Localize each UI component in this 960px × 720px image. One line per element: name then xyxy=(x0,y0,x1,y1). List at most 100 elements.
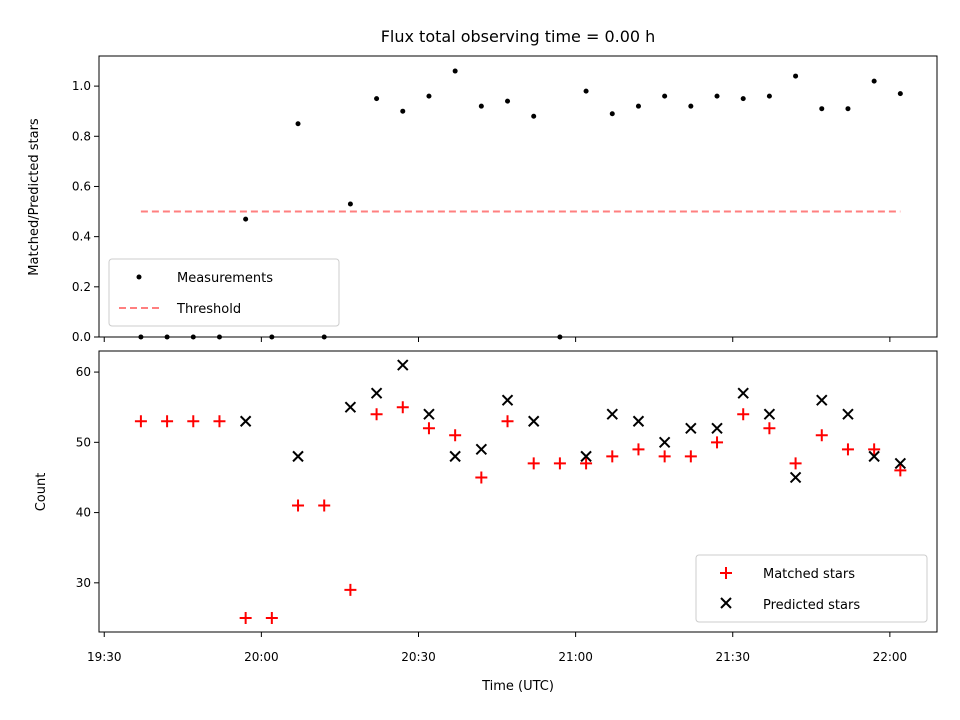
measurement-point xyxy=(897,91,903,97)
matched-star-point xyxy=(187,415,200,428)
top-y-axis-label: Matched/Predicted stars xyxy=(27,118,42,276)
chart-title: Flux total observing time = 0.00 h xyxy=(381,27,656,46)
bottom-y-ticks: 30 40 50 60 xyxy=(76,365,99,590)
predicted-star-point xyxy=(528,415,540,427)
measurement-point xyxy=(793,73,799,79)
measurement-point xyxy=(426,93,432,99)
bottom-y-tick-label: 30 xyxy=(76,576,91,590)
matched-star-point xyxy=(606,450,619,463)
top-y-ticks: 0.0 0.2 0.4 0.6 0.8 1.0 xyxy=(72,79,99,344)
x-axis-label: Time (UTC) xyxy=(481,679,554,694)
predicted-star-point xyxy=(292,450,304,463)
predicted-star-point xyxy=(711,422,723,434)
predicted-star-point xyxy=(606,408,618,420)
predicted-star-point xyxy=(475,443,488,456)
predicted-star-point xyxy=(580,450,592,463)
matched-star-point xyxy=(475,471,488,484)
matched-star-point xyxy=(292,499,305,512)
predicted-star-point xyxy=(842,408,854,420)
measurement-point xyxy=(505,98,511,104)
predicted-star-point xyxy=(632,415,645,427)
matched-star-point xyxy=(789,457,802,470)
top-legend: Measurements Threshold xyxy=(108,258,340,327)
matched-star-point xyxy=(841,443,854,456)
matched-star-point xyxy=(658,450,671,463)
matched-star-point xyxy=(344,583,357,596)
matched-star-point xyxy=(134,415,147,428)
top-axes-frame xyxy=(98,55,938,338)
measurement-point xyxy=(400,108,406,114)
matched-star-point xyxy=(161,415,174,428)
bottom-x-tick-label: 19:30 xyxy=(87,650,122,664)
top-x-ticks xyxy=(103,337,891,342)
matched-star-point xyxy=(737,408,750,421)
measurement-point xyxy=(635,103,641,109)
measurement-point xyxy=(662,93,668,99)
matched-star-point xyxy=(527,457,540,470)
predicted-star-point xyxy=(763,408,776,420)
predicted-star-point xyxy=(449,450,461,463)
measurement-point xyxy=(374,96,380,102)
matched-star-point xyxy=(396,401,409,414)
bottom-legend: Matched stars Predicted stars xyxy=(695,554,928,623)
predicted-star-point xyxy=(737,387,749,399)
legend-label-threshold: Threshold xyxy=(176,302,241,317)
top-y-tick-label: 0.0 xyxy=(72,330,91,344)
bottom-legend-box xyxy=(695,554,928,623)
measurement-point xyxy=(295,121,301,127)
top-y-tick-label: 0.2 xyxy=(72,280,91,294)
bottom-y-axis-label: Count xyxy=(34,473,49,512)
measurement-point xyxy=(871,78,877,84)
legend-marker-matched xyxy=(720,567,732,579)
matched-star-point xyxy=(894,464,907,477)
measurement-point xyxy=(243,216,249,222)
matched-star-point xyxy=(239,611,252,624)
predicted-star-point xyxy=(816,394,828,406)
legend-marker-measurements xyxy=(136,274,142,280)
matched-star-point xyxy=(632,443,645,456)
measurement-point xyxy=(583,88,589,94)
matched-star-point xyxy=(553,457,566,470)
top-panel: 0.0 0.2 0.4 0.6 0.8 1.0 Matched/Predicted sta… xyxy=(27,55,938,344)
predicted-star-point xyxy=(344,401,357,413)
measurement-point xyxy=(609,111,615,117)
top-y-tick-label: 0.6 xyxy=(72,179,91,193)
matched-star-point xyxy=(213,415,226,428)
measurement-point xyxy=(845,106,851,112)
measurement-point xyxy=(740,96,746,102)
matched-star-point xyxy=(449,429,462,442)
measurement-point xyxy=(688,103,694,109)
measurement-point xyxy=(452,68,458,74)
legend-label-measurements: Measurements xyxy=(177,271,273,286)
top-y-tick-label: 0.4 xyxy=(72,230,91,244)
top-legend-box xyxy=(108,258,340,327)
matched-star-point xyxy=(815,429,828,442)
predicted-star-point xyxy=(423,408,435,420)
predicted-star-point xyxy=(397,359,409,371)
bottom-x-tick-label: 21:00 xyxy=(558,650,593,664)
predicted-star-point xyxy=(894,457,907,470)
bottom-y-tick-label: 60 xyxy=(76,365,91,379)
bottom-plot-area xyxy=(134,359,907,624)
predicted-star-point xyxy=(658,436,671,449)
legend-label-predicted: Predicted stars xyxy=(763,598,860,613)
matched-star-point xyxy=(370,408,383,421)
measurement-point xyxy=(714,93,720,99)
measurement-point xyxy=(478,103,484,109)
matched-star-point xyxy=(501,415,514,428)
matched-star-point xyxy=(422,422,435,435)
bottom-y-tick-label: 40 xyxy=(76,506,91,520)
matched-star-point xyxy=(763,422,776,435)
predicted-star-point xyxy=(501,394,514,406)
predicted-star-point xyxy=(868,450,880,463)
bottom-x-tick-label: 20:00 xyxy=(244,650,279,664)
bottom-x-tick-label: 22:00 xyxy=(873,650,908,664)
legend-label-matched: Matched stars xyxy=(763,567,855,582)
matched-star-point xyxy=(868,443,881,456)
measurement-point xyxy=(819,106,825,112)
predicted-star-point xyxy=(789,471,802,484)
predicted-star-point xyxy=(370,387,383,399)
bottom-x-tick-label: 20:30 xyxy=(401,650,436,664)
top-y-tick-label: 0.8 xyxy=(72,129,91,143)
bottom-x-ticks: 19:30 20:00 20:30 21:00 21:30 22:00 xyxy=(87,632,907,664)
